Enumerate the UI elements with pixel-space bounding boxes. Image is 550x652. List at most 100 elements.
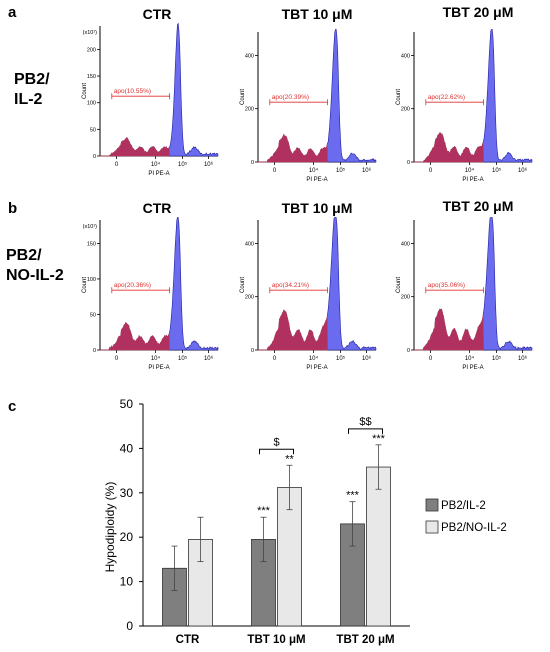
hist-x-tick-label: 0 (273, 168, 277, 174)
hist-y-axis-label: Count (396, 89, 402, 105)
hist-x-tick-label: 10⁵ (178, 161, 188, 168)
row-label-il2: PB2/ IL-2 (14, 70, 50, 110)
hist-y-tick-label: 400 (245, 53, 254, 59)
hist-x-axis-label: PI PE-A (306, 365, 327, 371)
hist-x-axis-label: PI PE-A (462, 365, 483, 371)
bar-category-label: TBT 10 μM (247, 634, 305, 646)
hist-gate-label: apo(20.36%) (114, 282, 151, 289)
significance-mark: ** (285, 453, 294, 465)
hist-x-tick-label: 10⁵ (492, 167, 502, 174)
hist-x-tick-label: 10⁵ (336, 167, 346, 174)
hist-y-tick-label: 0 (93, 348, 96, 354)
hypodiploidy-bar-chart: 0 10 20 30 40 50 Hypodiploidy (%) CTR TBT 10 μM *… (103, 397, 507, 646)
hist-y-tick-label: 200 (401, 295, 410, 301)
hist-y-tick-label: 50 (90, 127, 96, 133)
hist-y-tick-label: 400 (401, 241, 410, 247)
hist-y-tick-label: 0 (407, 160, 410, 166)
hist-y-tick-label: 0 (251, 160, 254, 166)
hist-x-tick-label: 10⁶ (204, 355, 214, 362)
panel-label-a: a (8, 4, 17, 21)
hist-y-tick-label: 100 (87, 277, 96, 283)
row-label-il2-line1: PB2/ (14, 71, 50, 88)
hist-x-axis-label: PI PE-A (306, 177, 327, 183)
hist-x-axis-label: PI PE-A (148, 365, 169, 371)
hist-x-tick-label: 10⁶ (362, 355, 372, 362)
hist-y-tick-label: 400 (245, 241, 254, 247)
legend-label: PB2/NO-IL-2 (441, 522, 507, 534)
panel-label-c: c (8, 398, 17, 415)
hist-gate-label: apo(34.21%) (272, 282, 309, 289)
hist-y-tick-label: 150 (87, 241, 96, 247)
hist-x-axis-label: PI PE-A (462, 177, 483, 183)
hist-y-tick-label: 0 (93, 154, 96, 160)
hist-x-tick-label: 10⁵ (178, 355, 188, 362)
hist-y-axis-label: Count (82, 277, 88, 293)
significance-mark: *** (257, 505, 271, 517)
hist-y-tick-label: 100 (87, 101, 96, 107)
bar-y-tick-label: 50 (120, 397, 134, 411)
hist-y-axis-label: Count (396, 277, 402, 293)
hist-x-tick-label: 0 (115, 356, 119, 362)
bar-y-tick-label: 30 (120, 486, 134, 500)
hist-x-tick-label: 10⁴ (151, 355, 161, 362)
hist-y-multiplier: (x10¹) (83, 224, 98, 230)
legend-label: PB2/IL-2 (441, 500, 486, 512)
bar-y-tick-label: 0 (126, 619, 133, 633)
hist-apo-region (100, 322, 170, 351)
hist-y-tick-label: 0 (251, 348, 254, 354)
hist-y-tick-label: 0 (407, 348, 410, 354)
significance-bracket (348, 428, 383, 434)
hist-x-tick-label: 10⁴ (309, 355, 319, 362)
bar-y-axis-label: Hypodiploidy (%) (103, 482, 117, 573)
histogram-il2-tbt20: 0 200 400 Count 0 10⁴ 10⁵ 10⁶ PI PE-A apo(22.62%) (396, 29, 533, 183)
histogram-noil2-tbt10: 0 200 400 Count 0 10⁴ 10⁵ 10⁶ PI PE-A apo(34.21%) (240, 217, 377, 371)
hist-y-tick-label: 200 (401, 107, 410, 113)
hist-y-tick-label: 50 (90, 312, 96, 318)
hist-x-tick-label: 0 (429, 356, 433, 362)
row-label-noil2: PB2/ NO-IL-2 (6, 246, 64, 286)
hist-y-tick-label: 200 (245, 295, 254, 301)
hist-y-tick-label: 200 (87, 47, 96, 53)
title-b-tbt10: TBT 10 μM (281, 200, 353, 216)
title-b-ctr: CTR (142, 200, 172, 216)
hist-apo-region (258, 133, 328, 163)
bracket-mark: $ (273, 436, 279, 448)
hist-gate-label: apo(10.55%) (114, 88, 151, 95)
hist-x-tick-label: 10⁶ (518, 167, 528, 174)
bar-y-tick-label: 40 (120, 441, 134, 455)
hist-x-tick-label: 0 (115, 162, 119, 168)
bar-y-tick-label: 20 (120, 530, 134, 544)
hist-x-axis-label: PI PE-A (148, 171, 169, 177)
hist-y-axis-label: Count (240, 89, 246, 105)
histogram-noil2-ctr: 0 50 100 150 (x10¹) Count 0 10⁴ 10⁵ 10⁶ PI PE-A apo… (82, 217, 219, 371)
bar-category-label: CTR (176, 634, 200, 646)
hist-x-tick-label: 10⁴ (309, 167, 319, 174)
bracket-mark: $$ (359, 416, 371, 428)
bar (277, 487, 302, 627)
row-label-il2-line2: IL-2 (14, 91, 43, 108)
legend-swatch (425, 498, 439, 512)
title-b-tbt20: TBT 20 μM (442, 198, 514, 214)
hist-gate-label: apo(35.06%) (428, 282, 465, 289)
hist-y-tick-label: 150 (87, 74, 96, 80)
hist-gate-label: apo(22.62%) (428, 94, 465, 101)
hist-x-tick-label: 10⁵ (492, 355, 502, 362)
bar-category-label: TBT 20 μM (336, 634, 394, 646)
row-label-noil2-line1: PB2/ (6, 247, 42, 264)
histogram-il2-tbt10: 0 200 400 Count 0 10⁴ 10⁵ 10⁶ PI PE-A apo(20.39%) (240, 29, 377, 183)
hist-apo-region (258, 309, 328, 351)
hist-y-tick-label: 200 (245, 107, 254, 113)
panel-label-b: b (8, 200, 18, 217)
hist-x-tick-label: 0 (429, 168, 433, 174)
bar-y-tick-label: 10 (120, 575, 134, 589)
hist-x-tick-label: 10⁴ (151, 161, 161, 168)
histogram-il2-ctr: 0 50 100 150 200 (x10¹) Count 0 10⁴ 10⁵ 10⁶ PI PE-A… (82, 22, 219, 177)
hist-x-tick-label: 10⁶ (518, 355, 528, 362)
bar (366, 466, 391, 627)
hist-x-tick-label: 10⁶ (362, 167, 372, 174)
hist-x-tick-label: 10⁴ (465, 167, 475, 174)
hist-gate-label: apo(20.39%) (272, 94, 309, 101)
title-a-ctr: CTR (142, 6, 172, 22)
hist-apo-region (414, 308, 484, 351)
hist-x-tick-label: 10⁶ (204, 161, 214, 168)
